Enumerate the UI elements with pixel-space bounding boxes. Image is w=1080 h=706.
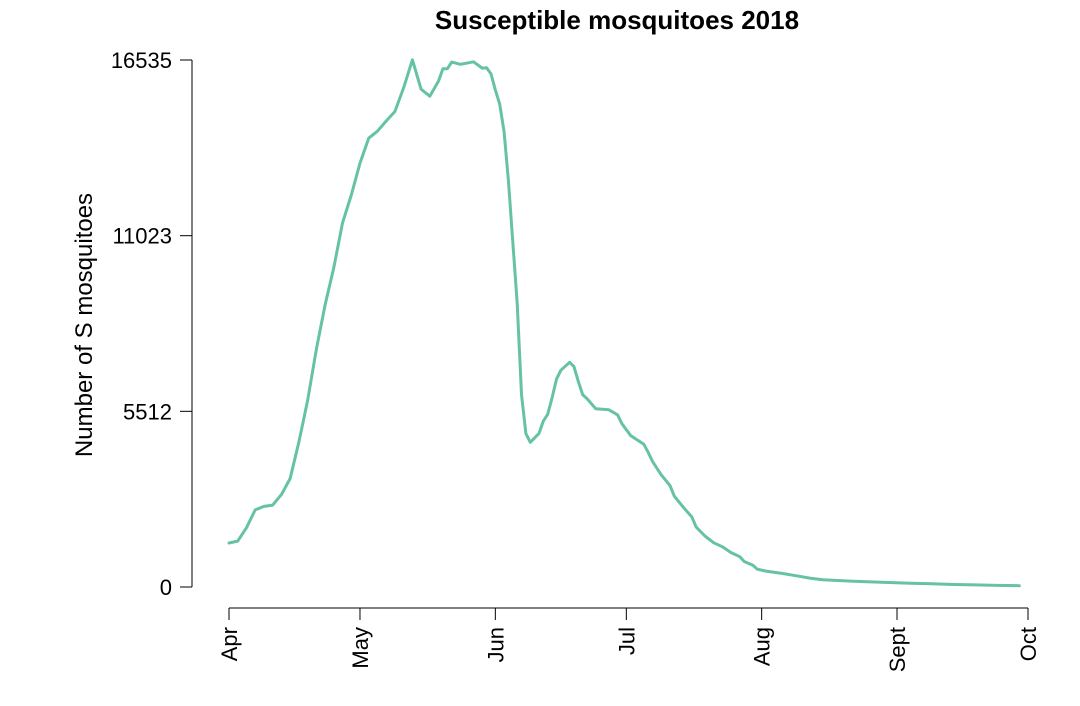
y-tick-label: 0 <box>160 575 172 600</box>
x-tick-label: Jun <box>483 627 508 662</box>
x-tick-label: May <box>348 627 373 669</box>
x-tick-label: Oct <box>1016 627 1041 661</box>
x-tick-label: Apr <box>217 627 242 661</box>
chart-title: Susceptible mosquitoes 2018 <box>435 5 799 35</box>
x-ticks: Apr May Jun Jul Aug Sept Oct <box>217 608 1041 672</box>
y-tick-label: 11023 <box>112 224 172 249</box>
x-tick-label: Sept <box>885 627 910 672</box>
series-line <box>227 58 1021 588</box>
y-tick-label: 16535 <box>111 48 172 73</box>
plot-series <box>227 58 1021 588</box>
y-tick-label: 5512 <box>123 399 172 424</box>
x-tick-label: Jul <box>614 627 639 655</box>
y-axis-label: Number of S mosquitoes <box>71 193 98 457</box>
x-tick-label: Aug <box>750 627 775 666</box>
y-ticks: 0 5512 11023 16535 <box>111 48 192 600</box>
